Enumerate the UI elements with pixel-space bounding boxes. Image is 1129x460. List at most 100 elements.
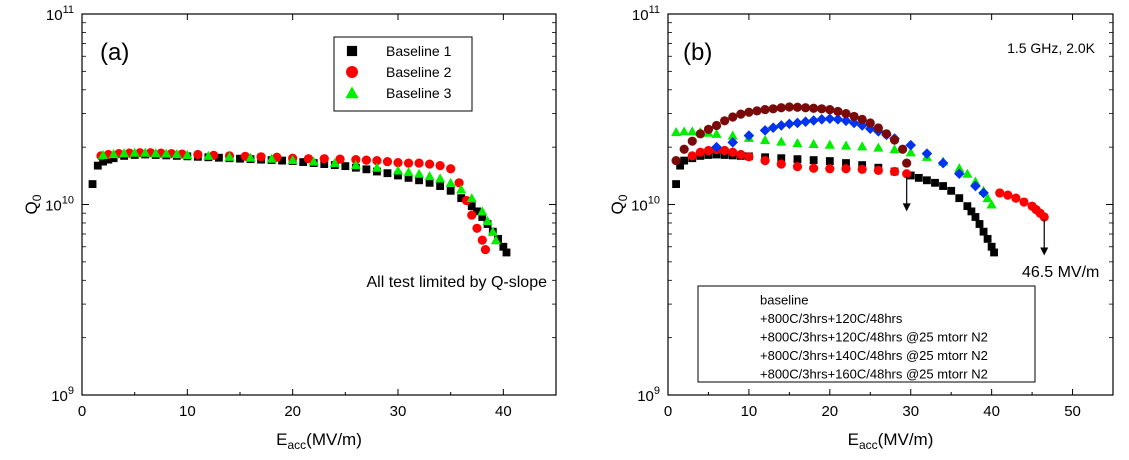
- data-point: [404, 173, 413, 182]
- x-tick-label: 10: [741, 403, 758, 420]
- data-point: [720, 145, 730, 156]
- data-point: [784, 102, 794, 112]
- legend-label: Baseline 3: [386, 85, 452, 101]
- data-point: [1003, 190, 1013, 200]
- data-point: [394, 171, 402, 180]
- data-point: [372, 155, 382, 166]
- data-point: [711, 141, 722, 153]
- data-point: [299, 158, 308, 166]
- data-point: [224, 151, 235, 161]
- data-point: [775, 120, 787, 131]
- data-point: [922, 176, 931, 185]
- legend-label: +800C/3hrs+120C/48hrs: [760, 311, 903, 326]
- data-point: [978, 187, 989, 199]
- y-axis-label: Q0: [22, 194, 44, 214]
- data-point: [161, 148, 172, 158]
- x-tick-label: 40: [983, 403, 1000, 420]
- data-point: [995, 188, 1005, 198]
- data-point: [104, 155, 113, 164]
- data-point: [760, 104, 770, 115]
- data-point: [457, 194, 466, 203]
- x-tick-label: 20: [821, 403, 838, 420]
- data-point: [889, 166, 900, 177]
- data-point: [403, 167, 414, 177]
- data-point: [760, 155, 770, 166]
- data-point: [975, 220, 984, 228]
- data-point: [435, 173, 446, 183]
- chart-panel-a: 0 10 20 30 40 109 1010 1011 Eacc(MV/m) Q0 (a) All t…: [22, 4, 557, 452]
- data-point: [784, 118, 795, 130]
- condition-note: 1.5 GHz, 2.0K: [1007, 40, 1096, 56]
- data-point: [445, 177, 456, 187]
- x-tick-label: 40: [495, 403, 512, 420]
- data-point: [382, 156, 393, 167]
- data-point: [809, 163, 819, 173]
- data-point: [824, 139, 835, 149]
- data-point: [171, 148, 182, 159]
- data-point: [467, 202, 476, 211]
- data-point: [841, 109, 851, 119]
- x-axis-label: Eacc(MV/m): [276, 430, 362, 452]
- plot-frame: [81, 13, 557, 396]
- data-point: [808, 138, 819, 148]
- data-point: [424, 171, 435, 181]
- data-point: [825, 157, 834, 165]
- y-tick-label: 109: [637, 385, 660, 405]
- data-point: [454, 178, 464, 188]
- data-point: [687, 126, 698, 136]
- data-point: [1039, 212, 1049, 222]
- data-point: [245, 152, 256, 162]
- data-point: [287, 155, 298, 165]
- data-point: [425, 159, 435, 169]
- legend: baseline +800C/3hrs+120C/48hrs +800C/3hrs+…: [697, 285, 1036, 383]
- data-point: [873, 142, 884, 152]
- data-point: [150, 148, 161, 158]
- data-point: [671, 127, 682, 137]
- data-point: [720, 116, 730, 126]
- data-point: [329, 158, 340, 168]
- legend-label: baseline: [760, 293, 808, 308]
- data-point: [266, 153, 277, 163]
- data-point: [736, 149, 746, 160]
- data-point: [193, 149, 203, 160]
- panel-label: (a): [100, 39, 129, 66]
- data-point: [954, 163, 965, 173]
- y-tick-label: 1010: [631, 195, 660, 215]
- legend-marker: [346, 66, 358, 78]
- data-point: [857, 141, 868, 151]
- data-point: [777, 154, 786, 163]
- data-point: [350, 160, 361, 170]
- data-point: [679, 144, 689, 154]
- data-point: [728, 147, 738, 157]
- data-point: [963, 202, 972, 211]
- data-point: [403, 158, 414, 168]
- arrow-head: [902, 203, 911, 212]
- data-point: [759, 125, 771, 136]
- data-point: [744, 107, 754, 117]
- data-point: [88, 180, 97, 188]
- data-point: [711, 120, 722, 131]
- data-point: [129, 147, 140, 157]
- data-point: [361, 155, 371, 165]
- data-point: [817, 104, 827, 114]
- data-point: [816, 114, 828, 125]
- data-point: [971, 213, 980, 221]
- data-point: [842, 159, 850, 167]
- data-point: [703, 145, 714, 156]
- data-point: [809, 156, 818, 165]
- data-point: [499, 242, 508, 251]
- data-point: [939, 182, 948, 190]
- data-point: [889, 135, 900, 145]
- data-point: [937, 157, 949, 169]
- data-point: [793, 155, 802, 164]
- data-point: [319, 154, 329, 164]
- data-point: [446, 164, 456, 174]
- data-point: [736, 109, 746, 119]
- data-point: [982, 193, 993, 203]
- data-point: [921, 148, 933, 159]
- data-point: [477, 235, 487, 245]
- data-point: [743, 130, 755, 141]
- x-tick-label: 30: [902, 403, 919, 420]
- data-point: [902, 169, 912, 179]
- data-point: [687, 151, 697, 161]
